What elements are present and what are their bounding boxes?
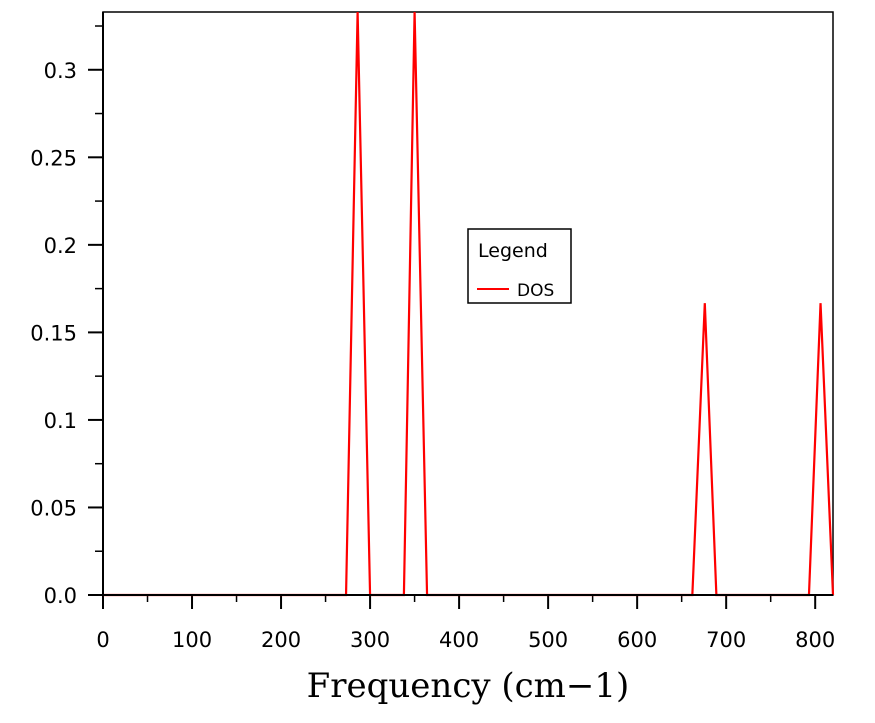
y-tick-label: 0.05 [30,496,77,520]
y-tick-label: 0.0 [44,584,77,608]
x-tick-label: 700 [706,628,746,652]
x-tick-label: 0 [96,628,109,652]
legend: Legend DOS [467,228,572,304]
x-tick-label: 200 [261,628,301,652]
legend-box [467,228,572,304]
x-tick-label: 600 [617,628,657,652]
y-tick-label: 0.1 [44,409,77,433]
y-tick-label: 0.3 [44,59,77,83]
x-tick-label: 100 [172,628,212,652]
x-tick-label: 500 [528,628,568,652]
x-tick-label: 400 [439,628,479,652]
y-tick-label: 0.15 [30,321,77,345]
y-tick-label: 0.25 [30,146,77,170]
x-tick-label: 800 [795,628,835,652]
y-tick-label: 0.2 [44,234,77,258]
y-axis: 0.0 0.05 0.1 0.15 0.2 0.25 0.3 [30,25,103,608]
x-axis: 0 100 200 300 400 500 600 700 800 [96,595,835,652]
legend-title: Legend [478,240,548,262]
x-tick-label: 300 [350,628,390,652]
legend-entry-dos: DOS [517,281,554,301]
x-axis-title: Frequency (cm−1) [307,666,630,706]
